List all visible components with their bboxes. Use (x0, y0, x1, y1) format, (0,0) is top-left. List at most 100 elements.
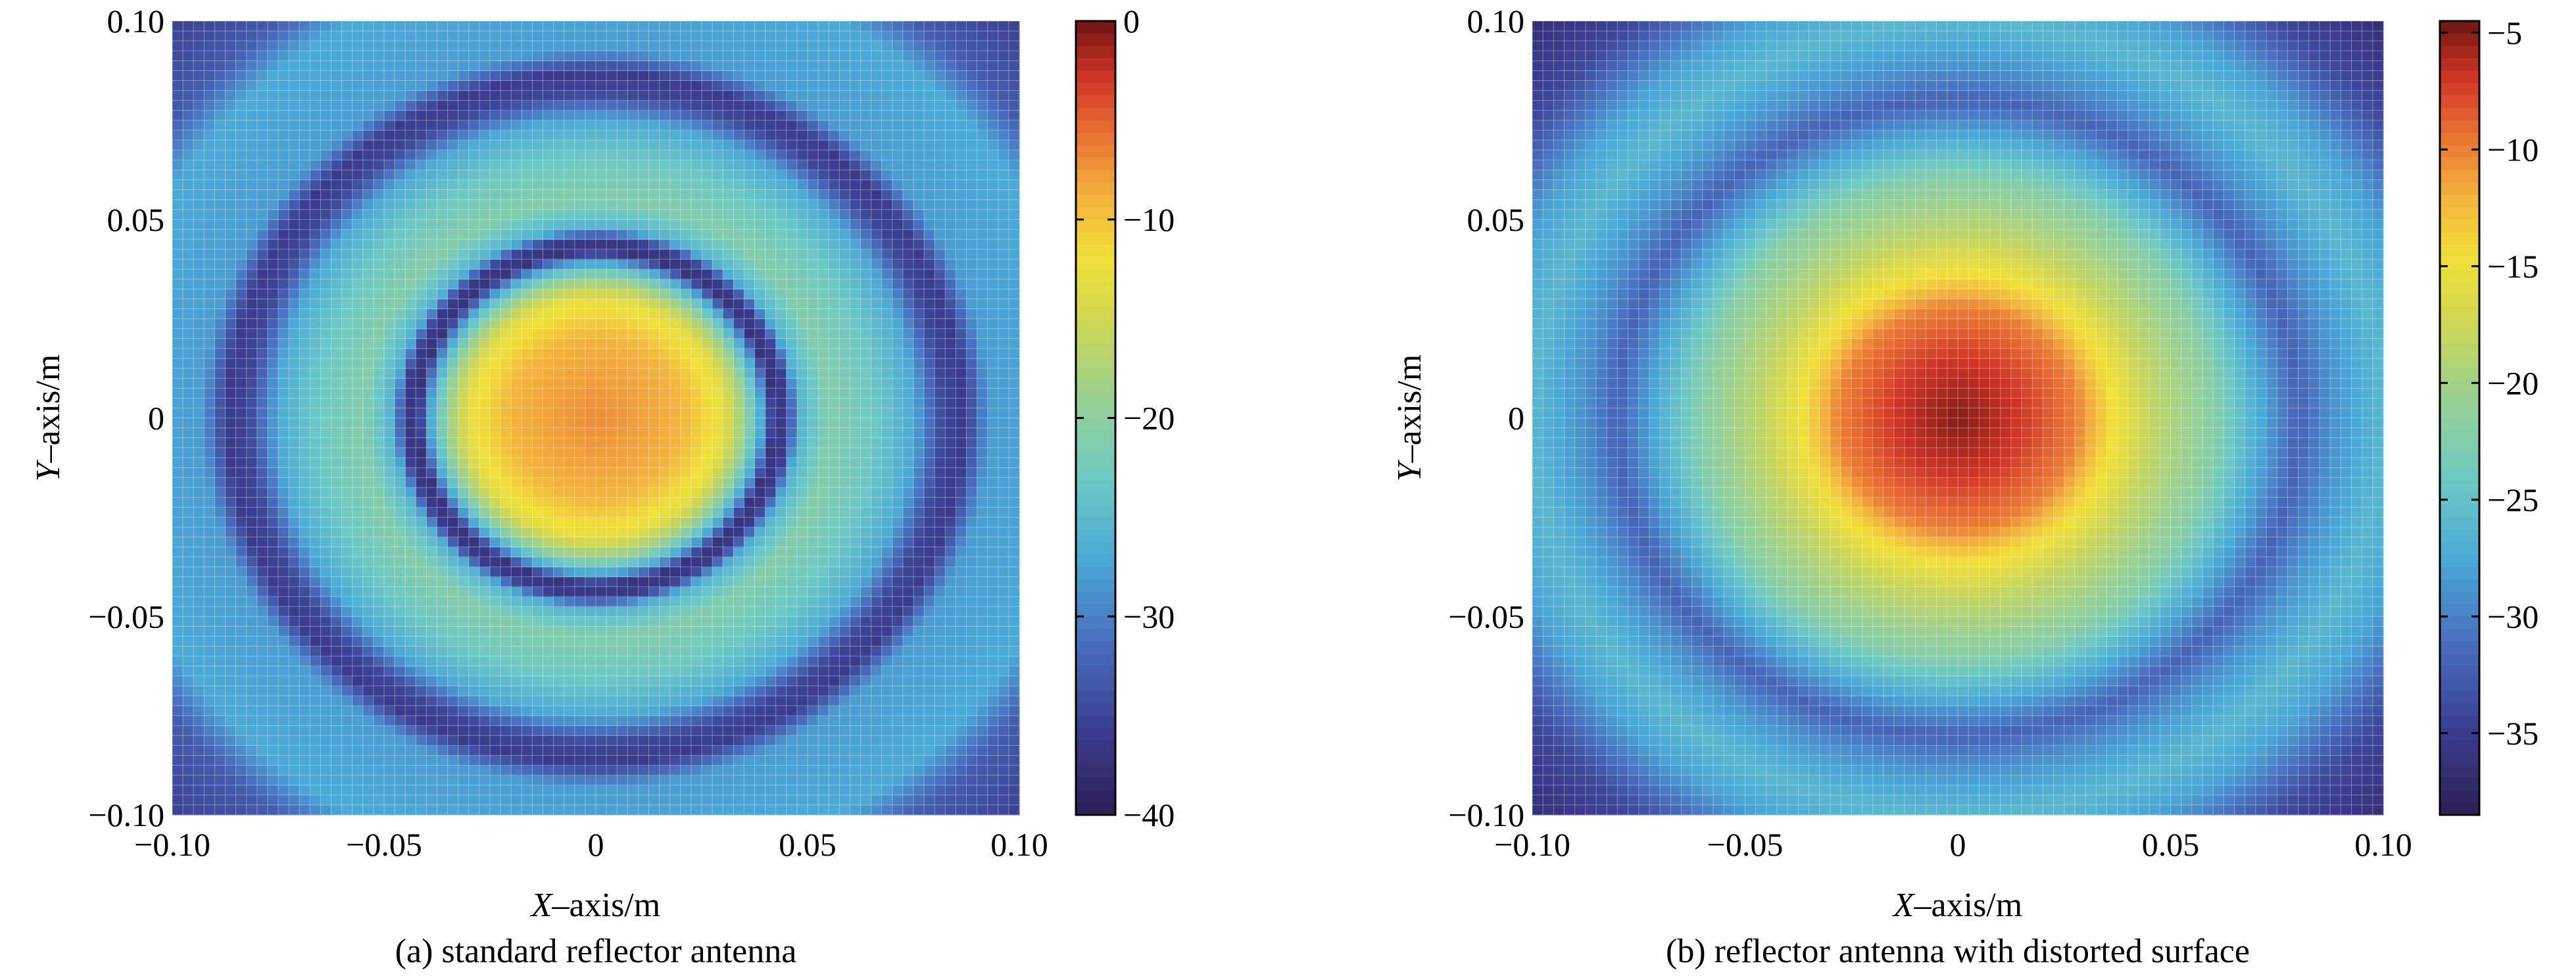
heatmap-cell (416, 80, 427, 91)
heatmap-cell (416, 457, 427, 468)
heatmap-cell (553, 199, 565, 210)
heatmap-cell (331, 338, 343, 349)
heatmap-cell (341, 666, 353, 677)
heatmap-cell (416, 785, 427, 796)
heatmap-cell (532, 80, 544, 91)
heatmap-cell (723, 716, 734, 726)
heatmap-cell (341, 467, 353, 478)
heatmap-cell (468, 606, 480, 617)
heatmap-cell (405, 120, 416, 131)
heatmap-cell (585, 457, 596, 468)
heatmap-cell (543, 249, 554, 260)
heatmap-cell (299, 675, 310, 687)
heatmap-cell (479, 199, 491, 210)
heatmap-cell (447, 616, 459, 627)
heatmap-cell (405, 259, 416, 270)
heatmap-cell (352, 21, 364, 32)
heatmap-cell (680, 447, 692, 458)
heatmap-cell (362, 616, 374, 627)
heatmap-cell (235, 775, 247, 786)
heatmap-cell (468, 447, 480, 458)
heatmap-cell (532, 308, 544, 320)
heatmap-cell (193, 547, 205, 558)
heatmap-cell (574, 477, 586, 488)
heatmap-cell (522, 368, 533, 379)
heatmap-cell (744, 398, 756, 409)
heatmap-cell (680, 716, 692, 726)
heatmap-cell (289, 348, 300, 359)
heatmap-cell (183, 338, 194, 349)
heatmap-cell (532, 666, 544, 677)
heatmap-cell (532, 507, 544, 518)
heatmap-cell (214, 160, 226, 170)
heatmap-cell (627, 467, 639, 478)
heatmap-cell (585, 80, 596, 91)
heatmap-cell (479, 755, 491, 766)
heatmap-cell (278, 785, 289, 796)
heatmap-cell (183, 239, 194, 250)
heatmap-cell (786, 547, 798, 558)
heatmap-cell (214, 199, 226, 210)
heatmap-cell (384, 428, 395, 439)
heatmap-cell (680, 428, 692, 439)
heatmap-cell (691, 437, 702, 449)
heatmap-cell (172, 418, 183, 429)
heatmap-cell (659, 775, 671, 786)
heatmap-cell (395, 755, 406, 766)
heatmap-cell (744, 547, 756, 558)
heatmap-cell (310, 219, 321, 230)
heatmap-cell (193, 785, 205, 796)
heatmap-cell (543, 318, 554, 330)
heatmap-cell (278, 517, 289, 528)
heatmap-cell (564, 80, 575, 91)
heatmap-cell (617, 170, 628, 180)
heatmap-cell (574, 308, 586, 320)
heatmap-cell (638, 497, 650, 508)
heatmap-cell (744, 269, 756, 280)
heatmap-cell (638, 180, 650, 191)
heatmap-cell (193, 199, 205, 210)
heatmap-cell (511, 477, 522, 488)
heatmap-cell (246, 695, 258, 706)
heatmap-cell (395, 170, 406, 180)
heatmap-cell (532, 418, 544, 429)
heatmap-cell (765, 289, 777, 300)
heatmap-cell (796, 110, 808, 121)
heatmap-cell (437, 418, 449, 429)
heatmap-cell (564, 706, 575, 716)
heatmap-cell (331, 348, 343, 359)
heatmap-cell (702, 308, 713, 320)
heatmap-cell (468, 209, 480, 220)
heatmap-cell (352, 249, 364, 260)
heatmap-cell (204, 140, 215, 151)
heatmap-cell (458, 348, 470, 359)
heatmap-cell (765, 328, 777, 339)
heatmap-cell (267, 537, 279, 548)
heatmap-cell (775, 785, 787, 796)
heatmap-cell (765, 537, 777, 548)
heatmap-cell (723, 368, 734, 379)
heatmap-cell (214, 675, 226, 687)
heatmap-cell (669, 31, 681, 41)
heatmap-cell (648, 170, 660, 180)
heatmap-cell (437, 716, 449, 726)
heatmap-cell (331, 547, 343, 558)
heatmap-cell (796, 606, 808, 617)
heatmap-cell (341, 775, 353, 786)
heatmap-cell (723, 725, 734, 736)
heatmap-cell (405, 289, 416, 300)
heatmap-cell (310, 507, 321, 518)
heatmap-cell (829, 804, 840, 816)
heatmap-cell (796, 675, 808, 687)
heatmap-cell (183, 70, 194, 82)
heatmap-cell (659, 120, 671, 131)
heatmap-cell (574, 368, 586, 379)
heatmap-cell (702, 457, 713, 468)
heatmap-cell (532, 408, 544, 419)
heatmap-cell (754, 338, 766, 349)
heatmap-cell (500, 656, 512, 667)
heatmap-cell (384, 477, 395, 488)
heatmap-cell (702, 21, 713, 32)
heatmap-cell (712, 487, 723, 498)
heatmap-cell (648, 695, 660, 706)
